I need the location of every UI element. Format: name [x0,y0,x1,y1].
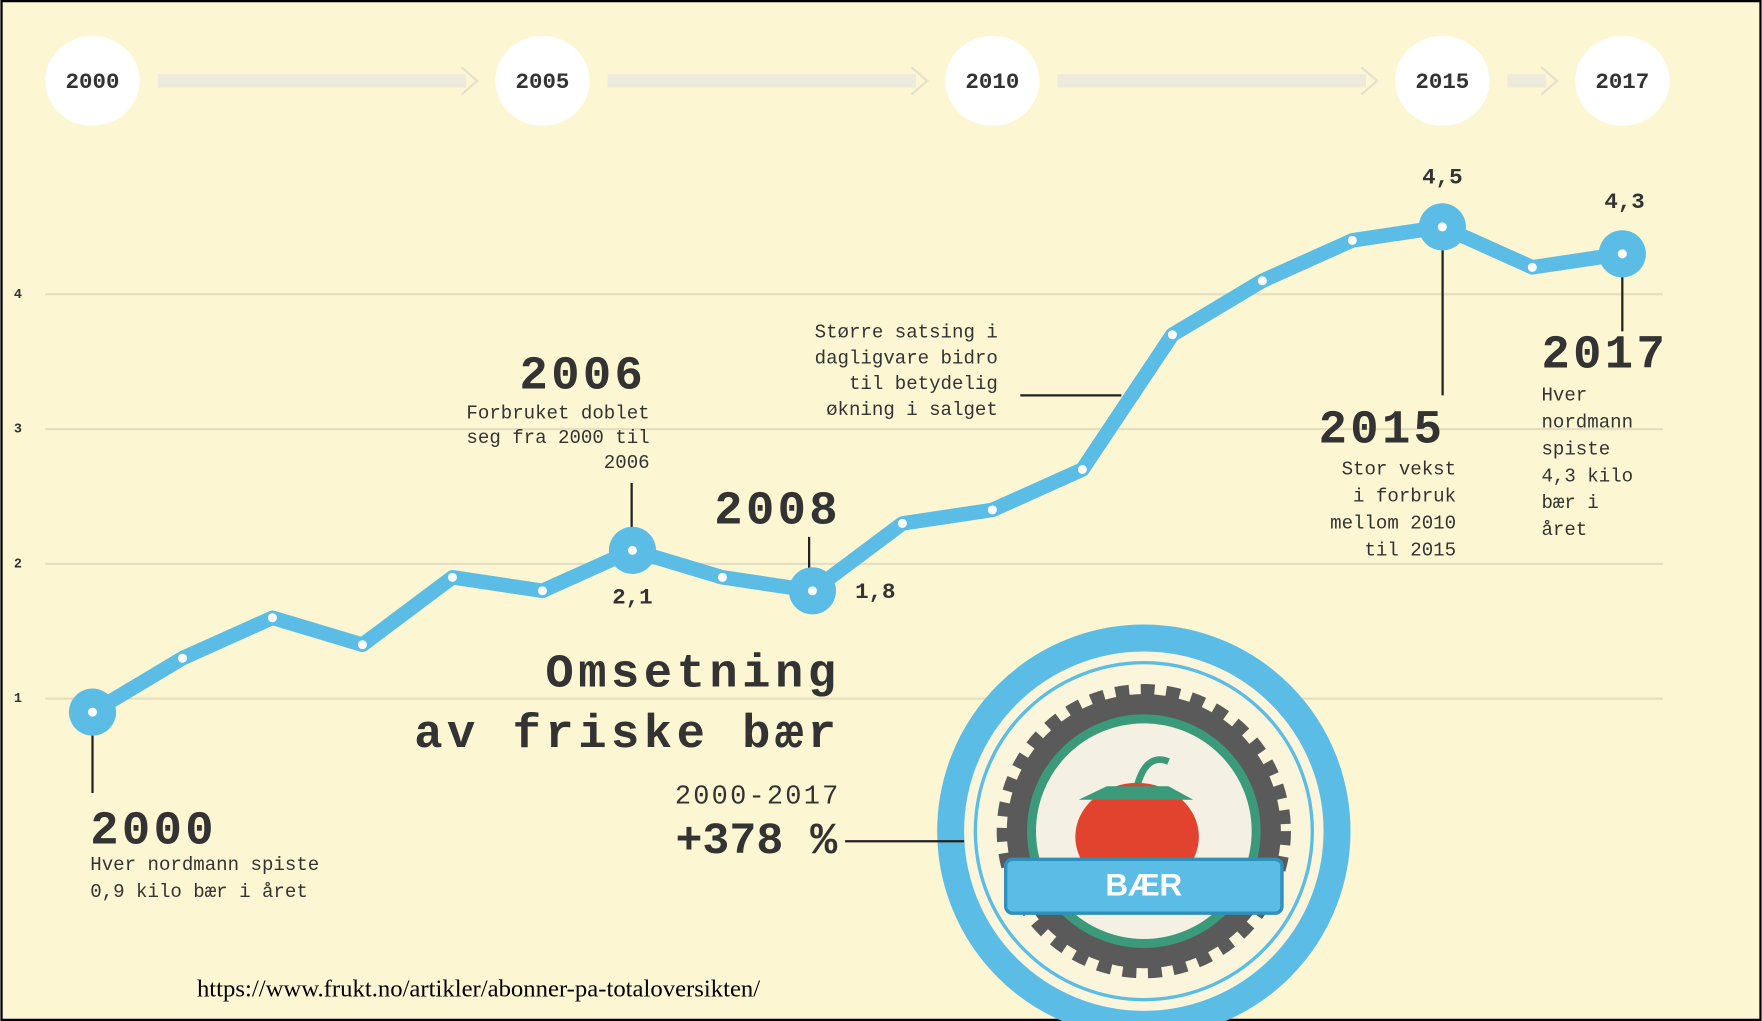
point [1618,249,1627,258]
annotation-text: nordmann [1541,411,1633,433]
annotation-text: 2006 [604,452,650,474]
annotation-text: seg fra 2000 til [466,427,649,449]
y-tick-label: 4 [14,288,22,303]
annotation-heading: 2017 [1541,329,1668,382]
y-tick-label: 2 [14,557,22,572]
annotation-text: Stor vekst [1342,459,1457,481]
value-label: 2,1 [612,584,652,610]
annotation-text: 4,3 kilo [1541,465,1633,487]
annotation-heading: 2000 [90,806,217,859]
point [1258,276,1267,285]
headline: +378 % [675,817,837,867]
point [988,505,997,514]
annotation-text: Hver [1541,384,1587,406]
point [1168,330,1177,339]
annotation-text: bær i [1541,492,1598,514]
annotation-text: i forbruk [1353,486,1456,508]
point [178,654,187,663]
annotation-text: spiste [1541,438,1610,460]
point [898,519,907,528]
value-label: 4,3 [1604,189,1644,215]
point [628,546,637,555]
annotation-text: dagligvare bidro [815,347,998,369]
y-tick-label: 3 [14,423,22,438]
value-label: 1,8 [855,579,895,605]
badge: BÆR [951,638,1337,1021]
value-label: 4,5 [1422,164,1462,190]
page: 1234200020052010201520172000Hver nordman… [0,0,1762,1021]
annotation-text: mellom 2010 [1330,512,1456,534]
point [538,586,547,595]
annotation-text: året [1541,519,1587,541]
x-tick-label: 2005 [515,69,569,95]
y-tick-label: 1 [14,692,22,707]
point [448,573,457,582]
point [1348,236,1357,245]
point [358,640,367,649]
annotation-text: økning i salget [826,399,998,421]
annotation-text: Forbruket doblet [466,402,649,424]
x-tick-label: 2015 [1415,69,1469,95]
point [808,586,817,595]
chart-subtitle: 2000-2017 [675,782,841,812]
annotation-text: til betydelig [849,373,998,395]
annotation-text: Større satsing i [815,322,998,344]
point [88,708,97,717]
annotation-text: til 2015 [1364,539,1456,561]
point [718,573,727,582]
badge-label: BÆR [1105,868,1182,903]
chart-title: Omsetning [545,648,840,701]
annotation-heading: 2008 [714,486,841,539]
point [1438,222,1447,231]
x-tick-label: 2017 [1595,69,1649,95]
source: https://www.frukt.no/artikler/abonner-pa… [197,975,760,1002]
x-tick-label: 2010 [965,69,1019,95]
chart-title: av friske bær [414,709,840,762]
point [268,613,277,622]
annotation-heading: 2015 [1319,405,1446,458]
point [1078,465,1087,474]
x-tick-label: 2000 [66,69,120,95]
annotation-heading: 2006 [520,351,647,404]
annotation-text: Hver nordmann spiste [90,854,319,876]
chart: 1234200020052010201520172000Hver nordman… [0,0,1762,1021]
annotation-text: 0,9 kilo bær i året [90,881,308,903]
point [1528,263,1537,272]
